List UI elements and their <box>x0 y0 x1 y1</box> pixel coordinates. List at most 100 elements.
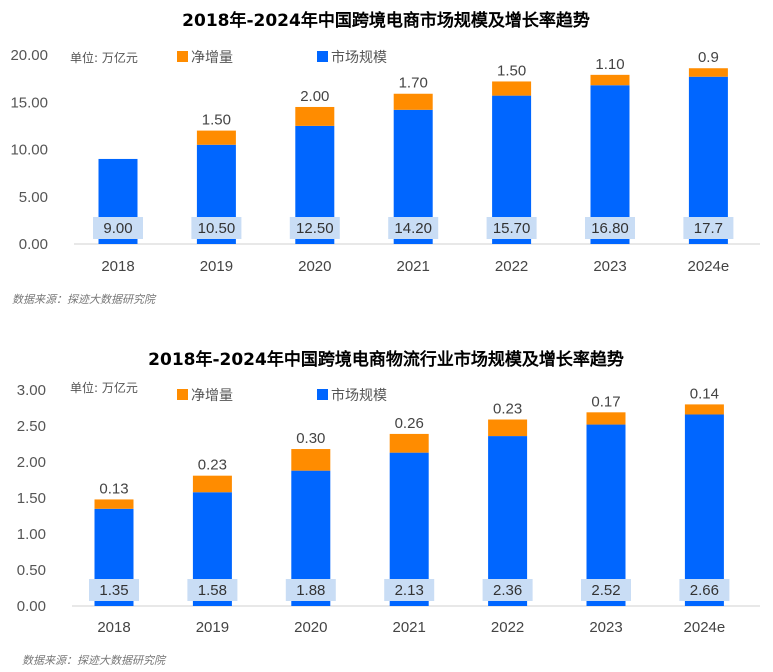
market-value-label: 2.13 <box>395 582 424 599</box>
market-value-label: 1.58 <box>198 582 227 599</box>
market-value-label: 1.35 <box>99 582 128 599</box>
x-tick-label: 2020 <box>298 258 331 275</box>
y-tick-label: 10.00 <box>10 142 48 159</box>
y-tick-label: 3.00 <box>17 382 46 399</box>
increment-value-label: 1.50 <box>202 112 231 129</box>
x-tick-label: 2023 <box>593 258 626 275</box>
market-value-label: 2.52 <box>591 582 620 599</box>
bar-increment <box>590 74 630 86</box>
market-value-box <box>93 217 143 239</box>
x-tick-label: 2020 <box>294 619 327 636</box>
increment-value-label: 1.70 <box>399 75 428 92</box>
y-tick-label: 0.00 <box>19 236 48 253</box>
bar-increment <box>192 475 232 493</box>
unit-label: 单位: 万亿元 <box>70 50 138 65</box>
chart-title: 2018年-2024年中国跨境电商市场规模及增长率趋势 <box>182 10 590 31</box>
bar-increment <box>291 449 331 471</box>
bar-increment <box>295 106 335 126</box>
y-tick-label: 1.50 <box>17 490 46 507</box>
y-tick-label: 2.50 <box>17 418 46 435</box>
legend-label-market: 市场规模 <box>331 387 387 404</box>
x-tick-label: 2024e <box>684 619 726 636</box>
x-tick-label: 2021 <box>397 258 430 275</box>
market-value-box <box>683 217 734 239</box>
y-tick-label: 1.00 <box>17 526 46 543</box>
bar-increment <box>196 130 236 145</box>
market-value-box <box>187 579 238 601</box>
y-tick-label: 0.00 <box>17 598 46 615</box>
x-tick-label: 2019 <box>196 619 229 636</box>
bar-increment <box>688 68 728 77</box>
increment-value-label: 0.17 <box>591 393 620 410</box>
market-value-box <box>89 579 139 601</box>
unit-label: 单位: 万亿元 <box>70 380 138 395</box>
market-value-box <box>486 217 537 239</box>
market-value-box <box>585 217 635 239</box>
legend-swatch-increment <box>177 389 188 400</box>
chart-2: 2018年-2024年中国跨境电商物流行业市场规模及增长率趋势 0.00 0.50 1… <box>17 349 760 667</box>
y-tick-label: 20.00 <box>10 47 48 64</box>
market-value-box <box>388 217 439 239</box>
legend-label-increment: 净增量 <box>191 388 233 404</box>
market-value-box <box>384 579 435 601</box>
x-tick-label: 2022 <box>495 258 528 275</box>
market-value-label: 17.7 <box>694 220 723 237</box>
market-value-label: 16.80 <box>591 220 629 237</box>
legend-label-increment: 净增量 <box>191 50 233 66</box>
market-value-box <box>679 579 730 601</box>
source-note: 数据来源：探迹大数据研究院 <box>22 654 167 667</box>
bar-increment <box>389 433 429 453</box>
increment-value-label: 1.50 <box>497 62 526 79</box>
chart-1: 2018年-2024年中国跨境电商市场规模及增长率趋势 0.00 5.00 10.00… <box>10 10 760 306</box>
bar-market <box>688 76 728 244</box>
x-tick-label: 2023 <box>589 619 622 636</box>
legend-swatch-increment <box>177 51 188 62</box>
y-tick-label: 15.00 <box>10 94 48 111</box>
increment-value-label: 0.14 <box>690 385 719 402</box>
bar-increment <box>94 499 134 509</box>
market-value-box <box>482 579 533 601</box>
increment-value-label: 0.30 <box>296 430 325 447</box>
market-value-label: 2.66 <box>690 582 719 599</box>
bar-increment <box>586 412 626 425</box>
bar-increment <box>488 419 528 437</box>
market-value-label: 10.50 <box>198 220 236 237</box>
x-tick-label: 2021 <box>393 619 426 636</box>
y-tick-label: 0.50 <box>17 562 46 579</box>
bar-market <box>488 436 528 606</box>
y-tick-label: 2.00 <box>17 454 46 471</box>
x-tick-label: 2018 <box>101 258 134 275</box>
market-value-box <box>191 217 242 239</box>
increment-value-label: 2.00 <box>300 88 329 105</box>
bar-market <box>684 414 724 606</box>
bar-increment <box>492 81 532 96</box>
legend-swatch-market <box>317 389 328 400</box>
increment-value-label: 0.26 <box>395 415 424 432</box>
increment-value-label: 0.23 <box>198 457 227 474</box>
x-tick-label: 2022 <box>491 619 524 636</box>
market-value-label: 2.36 <box>493 582 522 599</box>
chart-title: 2018年-2024年中国跨境电商物流行业市场规模及增长率趋势 <box>148 349 624 370</box>
increment-value-label: 1.10 <box>595 56 624 73</box>
bar-increment <box>393 93 433 110</box>
increment-value-label: 0.23 <box>493 401 522 418</box>
bar-increment <box>684 404 724 415</box>
x-tick-label: 2024e <box>688 258 730 275</box>
market-value-box <box>289 217 340 239</box>
market-value-label: 15.70 <box>493 220 531 237</box>
legend-label-market: 市场规模 <box>331 49 387 66</box>
x-tick-label: 2019 <box>200 258 233 275</box>
market-value-label: 1.88 <box>296 582 325 599</box>
increment-value-label: 0.9 <box>698 49 719 66</box>
legend-swatch-market <box>317 51 328 62</box>
x-tick-label: 2018 <box>97 619 130 636</box>
source-note: 数据来源：探迹大数据研究院 <box>12 293 157 306</box>
market-value-box <box>581 579 631 601</box>
market-value-label: 14.20 <box>394 220 432 237</box>
increment-value-label: 0.13 <box>99 480 128 497</box>
bar-market <box>586 424 626 606</box>
y-tick-label: 5.00 <box>19 189 48 206</box>
market-value-box <box>285 579 336 601</box>
market-value-label: 9.00 <box>103 220 132 237</box>
